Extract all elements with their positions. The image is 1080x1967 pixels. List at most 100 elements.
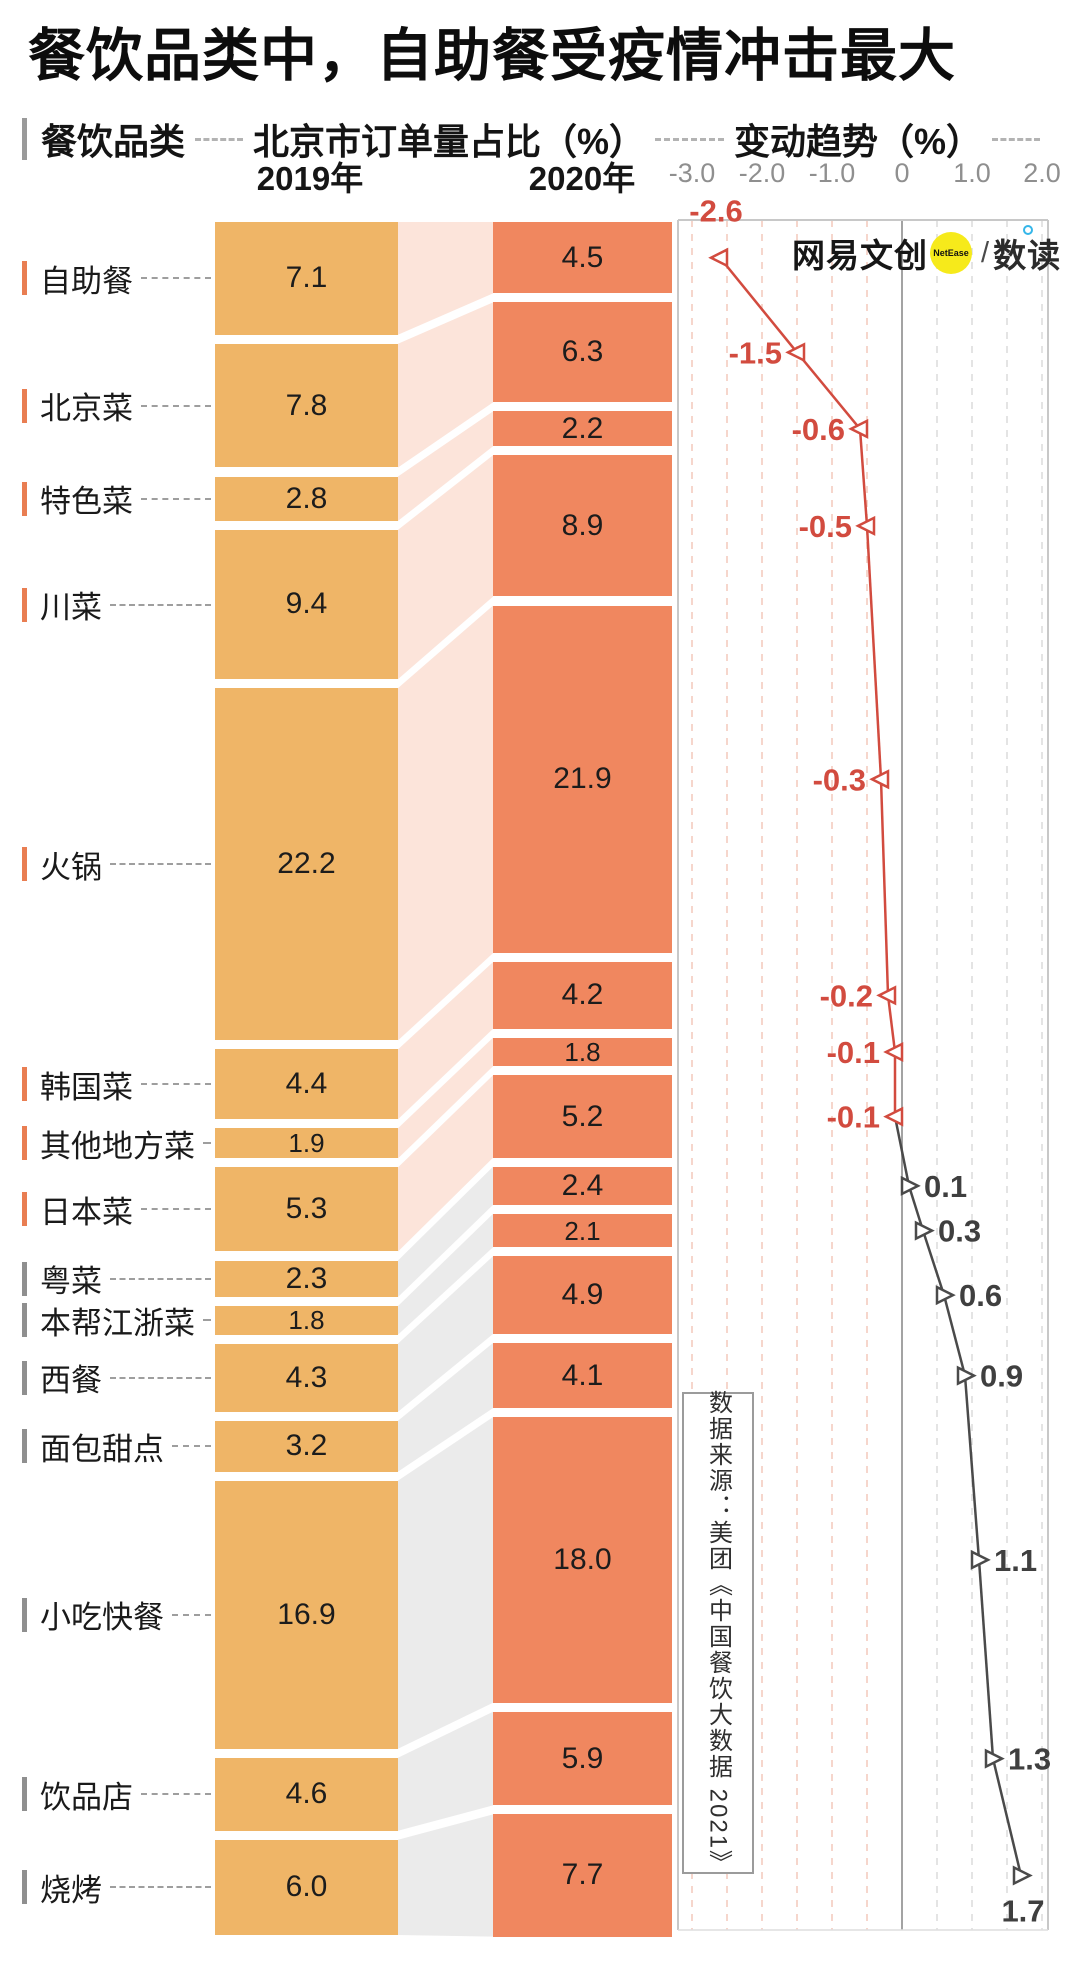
category-row: 韩国菜 (22, 1064, 213, 1105)
trend-value-label: -2.6 (689, 194, 742, 229)
trend-value-label: -0.3 (813, 762, 866, 797)
category-tick-icon (22, 1597, 27, 1632)
axis-tick-label: 0 (894, 158, 910, 188)
category-row: 粤菜 (22, 1259, 213, 1299)
trend-marker-icon (914, 1220, 935, 1241)
category-tick-icon (22, 1067, 27, 1102)
bar-2020: 4.1 (493, 1343, 672, 1409)
bar-2020-value: 6.3 (561, 335, 604, 369)
category-tick-icon (22, 1429, 27, 1464)
trend-marker-icon (984, 1748, 1005, 1769)
bar-2020: 4.5 (493, 222, 672, 294)
year-label-2020: 2020年 (528, 160, 636, 197)
logo-separator: / (981, 236, 990, 269)
category-label: 粤菜 (40, 1264, 102, 1300)
category-label: 其他地方菜 (40, 1128, 195, 1164)
bar-2020: 21.9 (493, 605, 672, 954)
leader-line (141, 497, 211, 500)
bar-2019-value: 2.3 (285, 1261, 328, 1295)
bar-2020-value: 7.7 (561, 1858, 604, 1892)
header-share: 北京市订单量占比（%） (253, 121, 646, 162)
logo-product-label: 数读 (993, 237, 1062, 274)
bar-2020-value: 5.2 (561, 1099, 604, 1133)
trend-value-label: -0.6 (792, 412, 845, 447)
category-row: 小吃快餐 (22, 1595, 213, 1635)
header-dash-2 (655, 137, 724, 141)
category-row: 其他地方菜 (22, 1123, 213, 1164)
netease-logo: 网易文创 NetEase / 数读 (792, 225, 1062, 277)
category-row: 川菜 (22, 585, 213, 625)
slope-connector (398, 1075, 493, 1252)
axis-tick-label: -2.0 (738, 158, 786, 188)
category-tick-icon (22, 1303, 27, 1338)
slope-connector (398, 1814, 493, 1937)
trend-segment (991, 1758, 1023, 1876)
bar-2020-value: 21.9 (553, 762, 612, 796)
category-label: 饮品店 (40, 1779, 133, 1815)
axis-tick-label: 1.0 (953, 158, 991, 188)
leader-line (141, 277, 211, 280)
category-tick-icon (22, 1261, 27, 1296)
netease-badge-icon: NetEase (930, 232, 972, 274)
trend-segment (796, 351, 861, 430)
trend-segment (858, 428, 869, 526)
bar-2020-value: 4.9 (561, 1278, 604, 1312)
trend-value-label: 0.9 (980, 1359, 1023, 1394)
bar-2020: 8.9 (493, 455, 672, 597)
trend-value-label: -1.5 (729, 335, 782, 370)
trend-marker-icon (785, 342, 806, 363)
bar-2020: 7.7 (493, 1814, 672, 1937)
category-label: 北京菜 (40, 391, 133, 427)
trend-value-label: 1.1 (994, 1543, 1037, 1578)
bar-2019-value: 4.4 (285, 1067, 328, 1101)
category-tick-icon (22, 1192, 27, 1227)
axis-tick-label: -3.0 (668, 158, 716, 188)
bar-2019: 1.9 (215, 1128, 398, 1159)
slope-connector (398, 962, 493, 1120)
slope-connector (398, 1343, 493, 1472)
bar-2019: 7.1 (215, 222, 398, 335)
leader-line (110, 1277, 211, 1280)
leader-line (110, 863, 211, 866)
slope-connector (398, 455, 493, 680)
header-dash-1 (195, 137, 244, 141)
bar-2019-value: 9.4 (285, 587, 328, 621)
bar-2019: 16.9 (215, 1480, 398, 1749)
category-row: 烧烤 (22, 1867, 213, 1908)
trend-segment (886, 995, 897, 1053)
trend-value-label: 0.1 (924, 1169, 967, 1204)
bar-2020: 2.2 (493, 411, 672, 447)
category-tick-icon (22, 847, 27, 882)
bar-2019-value: 1.9 (288, 1128, 325, 1159)
trend-segment (963, 1375, 981, 1560)
bar-2020-value: 8.9 (561, 508, 604, 542)
bar-2019-value: 1.8 (288, 1305, 325, 1336)
bar-2019-value: 22.2 (277, 847, 336, 881)
leader-line (203, 1142, 211, 1145)
category-label: 小吃快餐 (40, 1600, 164, 1636)
bar-2020-value: 2.4 (561, 1168, 604, 1202)
bar-2020: 5.2 (493, 1075, 672, 1158)
category-label: 川菜 (40, 590, 102, 625)
bar-2019: 2.8 (215, 476, 398, 521)
bar-2019: 1.8 (215, 1306, 398, 1335)
slope-connector (398, 1166, 493, 1297)
trend-marker-icon (970, 1549, 991, 1570)
bar-2020: 2.4 (493, 1166, 672, 1205)
category-row: 本帮江浙菜 (22, 1300, 213, 1341)
leader-line (110, 1886, 211, 1889)
trend-marker-icon (935, 1285, 956, 1306)
bar-2019: 4.6 (215, 1757, 398, 1831)
category-label: 烧烤 (40, 1872, 102, 1908)
header-category: 餐饮品类 (41, 121, 186, 162)
leader-line (172, 1445, 211, 1448)
bar-2020-value: 2.2 (561, 411, 604, 445)
bar-2020-value: 4.5 (561, 240, 604, 274)
category-label: 面包甜点 (40, 1431, 164, 1467)
leader-line (110, 603, 211, 606)
trend-value-label: -0.1 (827, 1035, 880, 1070)
page-title: 餐饮品类中，自助餐受疫情冲击最大 (28, 24, 956, 88)
bar-2020-value: 1.8 (564, 1037, 601, 1068)
category-label: 本帮江浙菜 (40, 1305, 195, 1341)
